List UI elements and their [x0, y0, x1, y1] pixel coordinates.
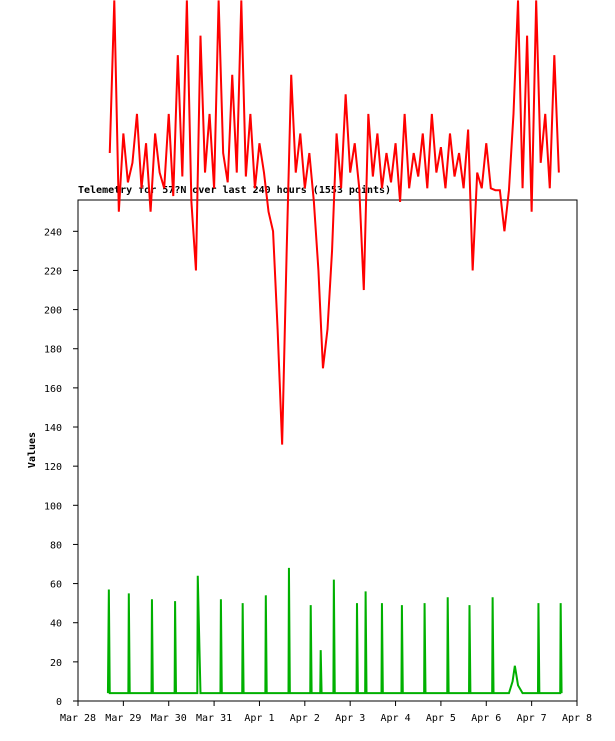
x-tick-label: Apr 4	[380, 713, 410, 724]
x-tick-label: Mar 28	[60, 713, 96, 724]
x-tick-label: Apr 5	[426, 713, 456, 724]
y-tick-label: 0	[56, 697, 62, 708]
x-tick-label: Apr 6	[471, 713, 501, 724]
y-tick-label: 20	[50, 658, 62, 669]
y-tick-label: 200	[44, 306, 62, 317]
y-tick-label: 100	[44, 501, 62, 512]
chart-title: Telemetry for 57?N over last 240 hours (…	[78, 184, 391, 196]
y-tick-label: 240	[44, 227, 62, 238]
series-line	[108, 0, 560, 445]
y-tick-label: 140	[44, 423, 62, 434]
series-line	[106, 567, 563, 695]
x-tick-label: Apr 1	[244, 713, 274, 724]
x-tick-label: Apr 3	[335, 713, 365, 724]
y-tick-label: 40	[50, 619, 62, 630]
x-tick-label: Mar 29	[105, 713, 141, 724]
x-tick-label: Mar 31	[196, 713, 232, 724]
y-tick-label: 120	[44, 462, 62, 473]
x-tick-label: Apr 2	[290, 713, 320, 724]
y-tick-label: 220	[44, 266, 62, 277]
y-tick-label: 180	[44, 345, 62, 356]
y-axis-label: Values	[27, 432, 38, 468]
y-tick-label: 160	[44, 384, 62, 395]
plot-frame	[77, 199, 578, 702]
x-tick-label: Apr 7	[517, 713, 547, 724]
y-tick-label: 60	[50, 580, 62, 591]
x-tick-label: Mar 30	[151, 713, 187, 724]
x-tick-label: Apr 8	[562, 713, 592, 724]
y-tick-label: 80	[50, 540, 62, 551]
